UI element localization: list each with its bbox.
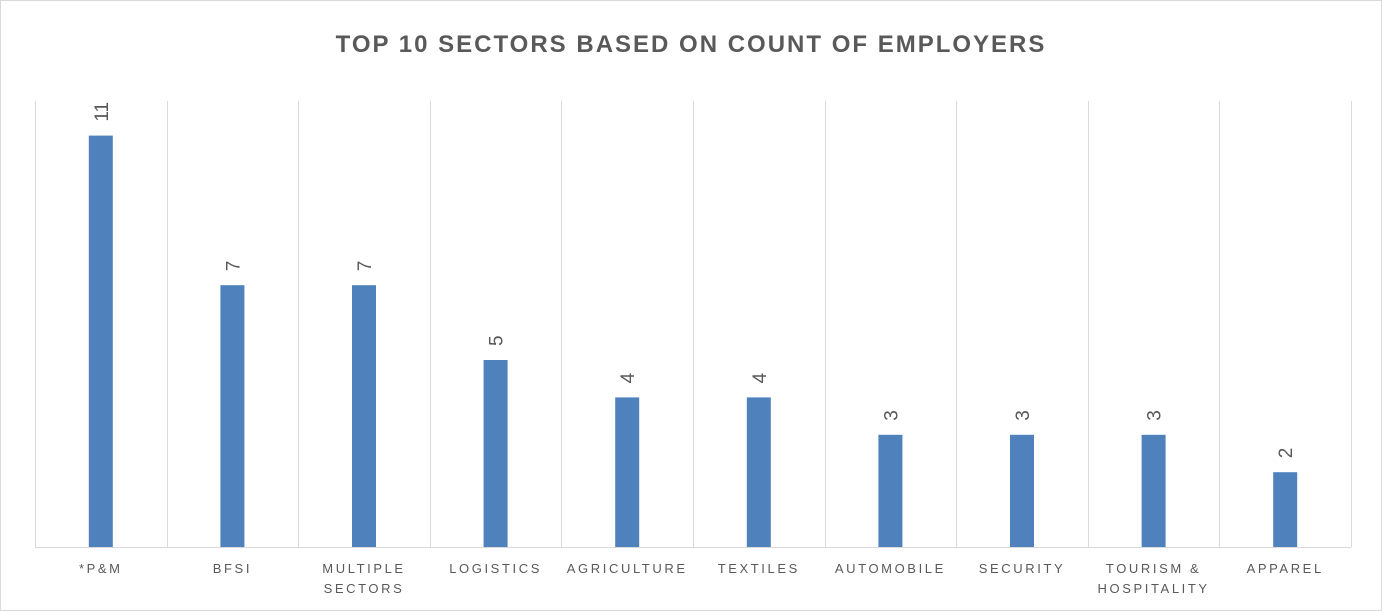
category-label-5: TEXTILES: [718, 561, 800, 576]
category-label-2-line-0: MULTIPLE: [322, 561, 405, 576]
chart-title: TOP 10 SECTORS BASED ON COUNT OF EMPLOYE…: [335, 31, 1047, 58]
data-label-6: 3: [881, 410, 902, 421]
bar-8: [1141, 434, 1166, 547]
category-label-1: BFSI: [213, 561, 252, 576]
bar-2: [352, 285, 376, 547]
data-label-1: 7: [223, 261, 244, 272]
data-label-2: 7: [355, 261, 376, 272]
category-label-4: AGRICULTURE: [567, 561, 688, 576]
data-label-5: 4: [750, 372, 771, 383]
data-label-4: 4: [618, 372, 639, 383]
category-label-2-line-1: SECTORS: [324, 581, 405, 596]
bar-4: [615, 397, 640, 547]
data-label-0: 11: [92, 102, 113, 122]
bar-0: [88, 135, 113, 547]
bar-1: [220, 285, 245, 547]
data-label-3: 5: [487, 335, 508, 346]
category-label-6: AUTOMOBILE: [835, 561, 946, 576]
category-label-8-line-1: HOSPITALITY: [1098, 581, 1210, 596]
bar-5: [746, 397, 771, 547]
bar-3: [483, 360, 508, 547]
bar-6: [878, 434, 903, 547]
bar-7: [1010, 434, 1034, 547]
category-label-7: SECURITY: [979, 561, 1066, 576]
data-label-8: 3: [1145, 410, 1166, 421]
bar-9: [1273, 472, 1298, 547]
data-label-9: 2: [1276, 448, 1297, 459]
category-label-3: LOGISTICS: [449, 561, 542, 576]
category-label-8-line-0: TOURISM &: [1106, 561, 1201, 576]
category-label-9: APPAREL: [1247, 561, 1324, 576]
data-label-7: 3: [1013, 410, 1034, 421]
category-label-0: *P&M: [79, 561, 123, 576]
